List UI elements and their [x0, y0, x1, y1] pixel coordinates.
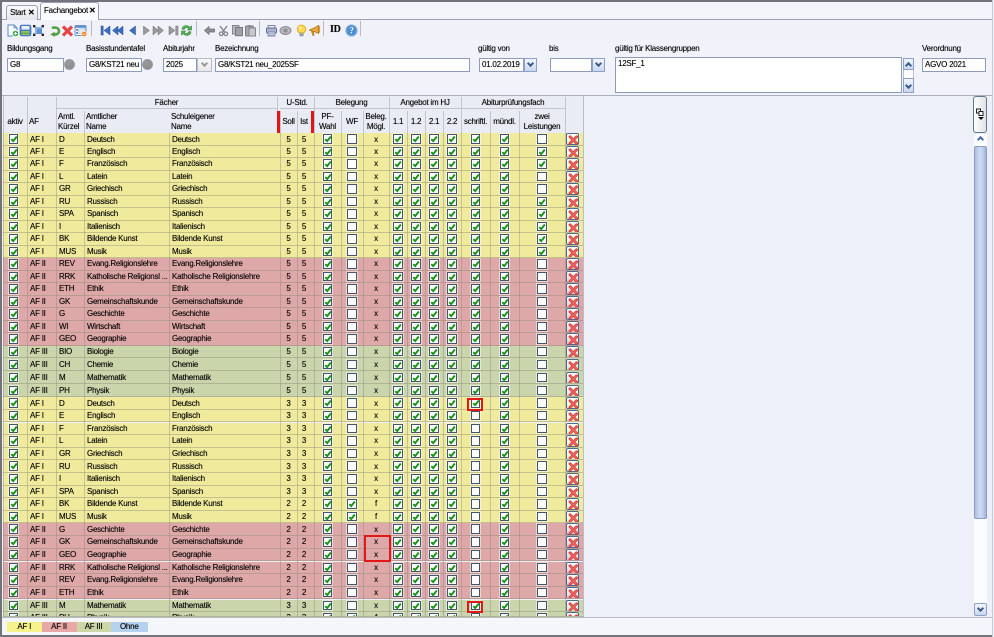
svg-text:?: ? [349, 26, 353, 36]
